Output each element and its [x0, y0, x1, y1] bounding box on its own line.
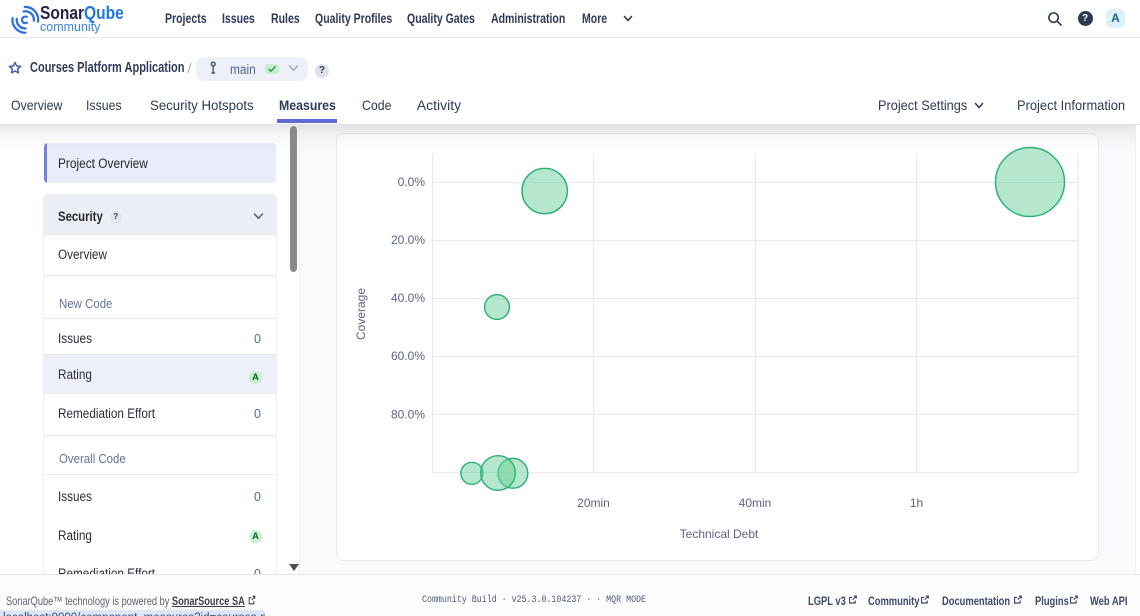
- svg-text:0.0%: 0.0%: [398, 175, 426, 189]
- svg-text:40.0%: 40.0%: [391, 291, 425, 305]
- svg-text:20min: 20min: [577, 496, 610, 510]
- svg-text:Technical Debt: Technical Debt: [680, 527, 759, 541]
- svg-text:80.0%: 80.0%: [391, 408, 425, 422]
- svg-text:1h: 1h: [910, 496, 923, 510]
- svg-text:60.0%: 60.0%: [391, 349, 425, 363]
- svg-text:Coverage: Coverage: [354, 288, 368, 340]
- svg-text:20.0%: 20.0%: [391, 233, 425, 247]
- svg-text:40min: 40min: [739, 496, 772, 510]
